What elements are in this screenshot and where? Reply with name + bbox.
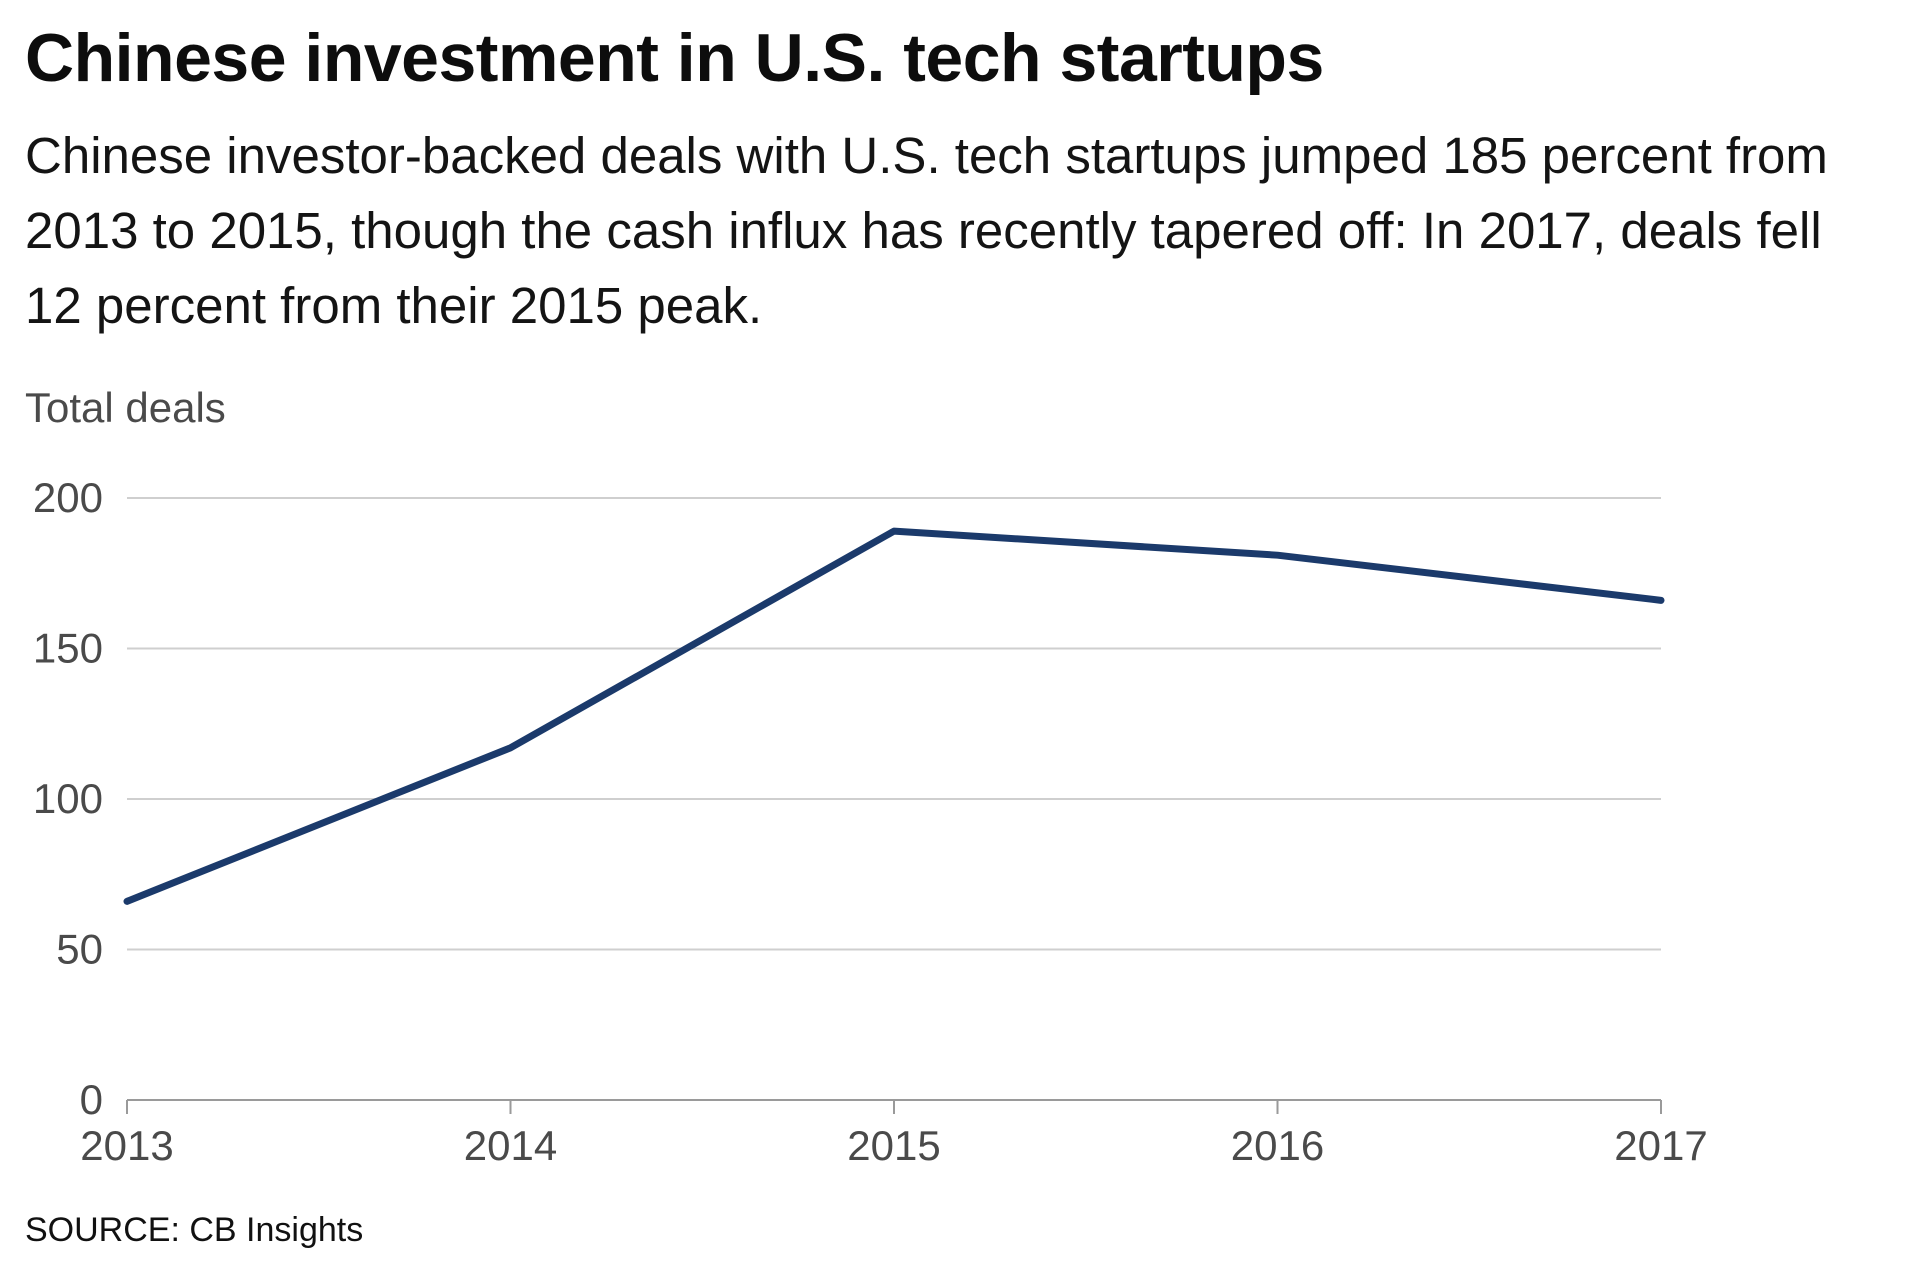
y-tick-label-150: 150 (33, 625, 103, 672)
source-note: SOURCE: CB Insights (25, 1211, 364, 1249)
y-tick-label-0: 0 (80, 1076, 103, 1123)
y-tick-label-50: 50 (56, 926, 103, 973)
y-tick-label-100: 100 (33, 775, 103, 822)
x-tick-label-2017: 2017 (1614, 1122, 1707, 1169)
series-layer (123, 527, 1665, 905)
chart-subtitle: Chinese investor-backed deals with U.S. … (25, 127, 1828, 334)
y-tick-labels: 0 50 100 150 200 (33, 474, 103, 1123)
series-line-total-deals (123, 527, 1665, 905)
x-tick-label-2014: 2014 (464, 1122, 557, 1169)
x-tick-label-2015: 2015 (847, 1122, 940, 1169)
x-axis (126, 1099, 1662, 1114)
x-tick-labels: 2013 2014 2015 2016 2017 (80, 1122, 1707, 1169)
gridlines (127, 497, 1661, 951)
y-axis-label: Total deals (25, 384, 226, 431)
chart-title: Chinese investment in U.S. tech startups (25, 20, 1324, 96)
y-tick-label-200: 200 (33, 474, 103, 521)
x-tick-label-2013: 2013 (80, 1122, 173, 1169)
x-tick-label-2016: 2016 (1231, 1122, 1324, 1169)
